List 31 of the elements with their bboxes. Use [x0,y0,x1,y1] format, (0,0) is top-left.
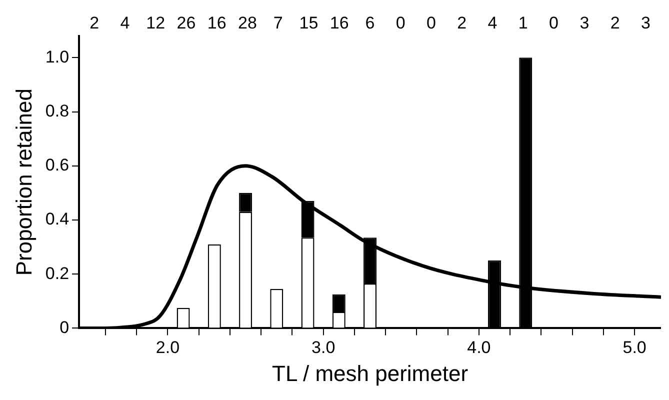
text: 2 [457,14,467,33]
y-tick-label: 0.2 [45,264,70,283]
text: 16 [330,14,349,33]
text: 4 [488,14,498,33]
text: 3 [580,14,590,33]
text: 1 [518,14,528,33]
text: 26 [176,14,196,33]
y-tick-label: 0.6 [45,156,70,175]
text: 4 [120,14,130,33]
text: 3 [640,14,650,33]
y-tick-label: 0.4 [45,210,70,229]
y-tick-label: 1.0 [45,47,70,66]
text: 6 [365,14,375,33]
x-tick-label: 4.0 [467,338,491,358]
text: 7 [273,14,283,33]
x-tick-label: 2.0 [156,338,180,358]
text: 2 [610,14,620,33]
x-axis-title: TL / mesh perimeter [272,360,468,386]
y-axis-title: Proportion retained [11,88,36,276]
text: 2 [90,14,100,33]
text: 28 [238,14,257,33]
text: 0 [426,14,436,33]
text: 12 [146,14,166,33]
y-tick-label: 0 [60,318,70,337]
text: 15 [299,14,318,33]
text: 16 [207,14,226,33]
text: 0 [549,14,559,33]
y-tick-label: 0.8 [45,101,70,120]
x-tick-label: 5.0 [622,338,646,358]
text: 0 [396,14,406,33]
x-tick-label: 3.0 [312,338,336,358]
